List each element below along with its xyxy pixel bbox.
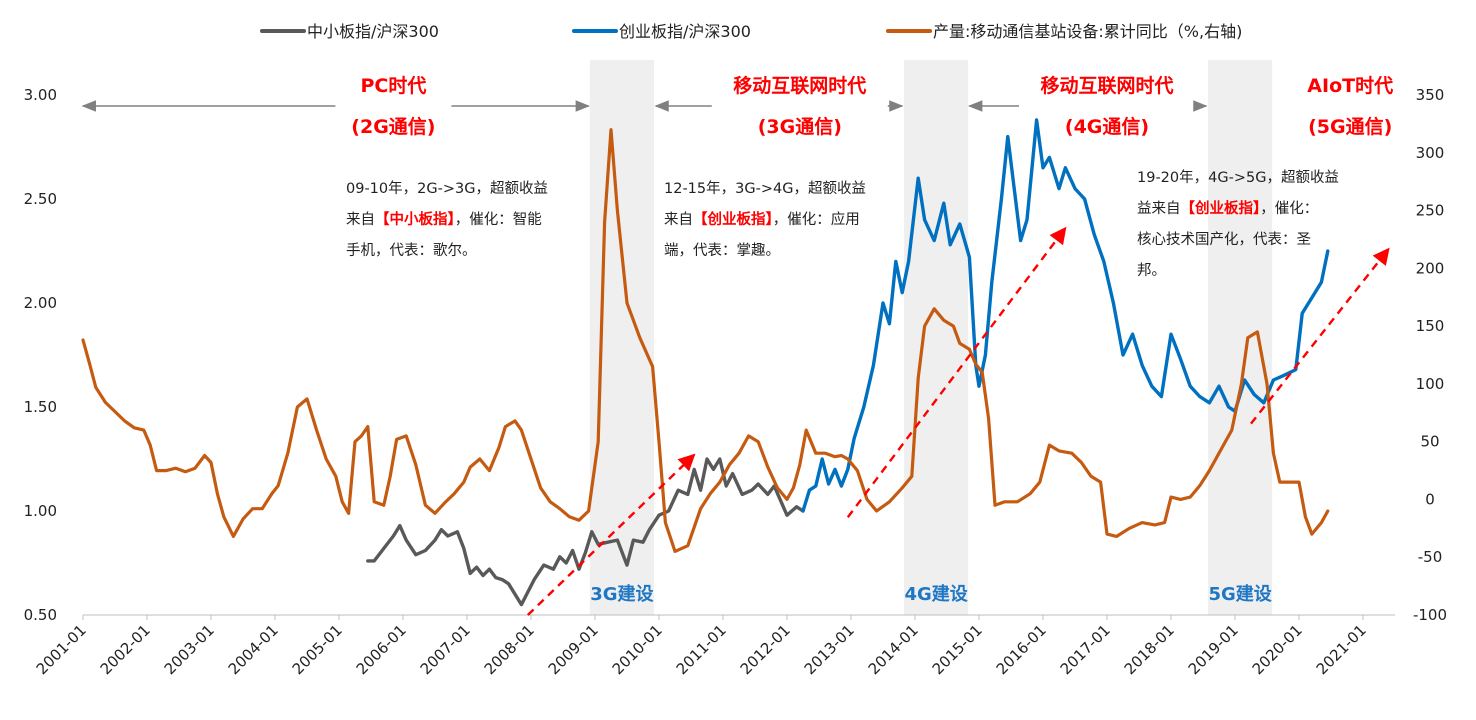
trend-arrow-2 <box>846 226 1067 518</box>
trend-arrow-3 <box>1250 247 1390 425</box>
x-tick-label-2004-01: 2004-01 <box>225 621 282 678</box>
y-right-tick-0: 0 <box>1425 490 1435 508</box>
build-period-band-3 <box>1208 60 1273 615</box>
series-line-1 <box>366 457 805 607</box>
x-tick-label-2021-01: 2021-01 <box>1313 621 1370 678</box>
build-period-label-3: 5G建设 <box>1208 583 1271 605</box>
era-title-3: 移动互联网时代 <box>1040 74 1173 97</box>
series-line-3 <box>81 128 1330 553</box>
x-tick-label-2007-01: 2007-01 <box>417 621 474 678</box>
era-subtitle-2: (3G通信) <box>758 115 842 138</box>
annotations: 09-10年，2G->3G，超额收益来自【中小板指】，催化：智能手机，代表：歌尔… <box>346 169 1339 279</box>
y-right-tick-200: 200 <box>1416 259 1445 277</box>
era-subtitle-3: (4G通信) <box>1065 115 1149 138</box>
annotation-text: 来自 <box>346 211 375 228</box>
annotation-1-line-3: 手机，代表：歌尔。 <box>346 242 477 259</box>
legend: 中小板指/沪深300 创业板指/沪深300 产量:移动通信基站设备:累计同比（%,右… <box>260 22 1242 41</box>
build-periods: 3G建设 4G建设 5G建设 <box>589 60 1273 615</box>
series-lines <box>81 118 1330 607</box>
annotation-text: ，催化： <box>1260 200 1318 217</box>
x-tick-label-2011-01: 2011-01 <box>673 621 730 678</box>
era-title-1: PC时代 <box>360 75 426 97</box>
x-tick-label-2008-01: 2008-01 <box>481 621 538 678</box>
x-tick-label-2019-01: 2019-01 <box>1185 621 1242 678</box>
x-tick-label-2012-01: 2012-01 <box>737 621 794 678</box>
annotation-text: 益来自 <box>1137 200 1181 217</box>
y-right-tick-250: 250 <box>1416 202 1445 220</box>
x-tick-label-2003-01: 2003-01 <box>161 621 218 678</box>
y-right-tick-100: 100 <box>1416 375 1445 393</box>
y-left-tick-1.50: 1.50 <box>24 398 57 416</box>
x-tick-label-2020-01: 2020-01 <box>1249 621 1306 678</box>
x-tick-label-2010-01: 2010-01 <box>609 621 666 678</box>
annotation-2-line-3: 端，代表：掌趣。 <box>664 242 780 259</box>
x-tick-label-2002-01: 2002-01 <box>97 621 154 678</box>
x-tick-label-2005-01: 2005-01 <box>289 621 346 678</box>
y-left-tick-0.50: 0.50 <box>24 606 57 624</box>
annotation-1-line-2: 来自【中小板指】，催化：智能 <box>346 210 542 228</box>
x-tick-label-2016-01: 2016-01 <box>993 621 1050 678</box>
era-title-2: 移动互联网时代 <box>733 74 866 97</box>
x-tick-label-2001-01: 2001-01 <box>33 621 90 678</box>
build-period-label-1: 3G建设 <box>590 583 653 605</box>
trend-arrows <box>526 226 1390 616</box>
legend-label-2: 创业板指/沪深300 <box>619 22 751 41</box>
y-right-tick-150: 150 <box>1416 317 1445 335</box>
x-tick-label-2009-01: 2009-01 <box>545 621 602 678</box>
annotation-2-line-1: 12-15年，3G->4G，超额收益 <box>664 180 866 197</box>
annotation-text: 邦。 <box>1137 262 1166 279</box>
annotation-highlight: 【创业板指】 <box>693 210 773 228</box>
annotation-3-line-3: 核心技术国产化，代表：圣 <box>1137 231 1311 248</box>
y-right-tick-300: 300 <box>1416 144 1445 162</box>
annotation-text: 12-15年，3G->4G，超额收益 <box>664 180 866 197</box>
era-subtitle-4: (5G通信) <box>1308 115 1392 138</box>
x-tick-label-2006-01: 2006-01 <box>353 621 410 678</box>
trend-arrow-1 <box>526 453 696 616</box>
x-tick-label-2015-01: 2015-01 <box>929 621 986 678</box>
annotation-1-line-1: 09-10年，2G->3G，超额收益 <box>346 180 548 197</box>
y-left-tick-3.00: 3.00 <box>24 86 57 104</box>
legend-label-3: 产量:移动通信基站设备:累计同比（%,右轴) <box>933 22 1242 41</box>
annotation-3-line-4: 邦。 <box>1137 262 1166 279</box>
annotation-text: 09-10年，2G->3G，超额收益 <box>346 180 548 197</box>
annotation-text: 手机，代表：歌尔。 <box>346 242 477 259</box>
build-period-label-2: 4G建设 <box>904 583 967 605</box>
y-left-tick-1.00: 1.00 <box>24 502 57 520</box>
y-right-tick-50: 50 <box>1420 433 1439 451</box>
annotation-highlight: 【创业板指】 <box>1181 199 1261 217</box>
annotation-highlight: 【中小板指】 <box>375 210 455 228</box>
y-right-tick-350: 350 <box>1416 86 1445 104</box>
era-subtitle-1: (2G通信) <box>351 115 435 138</box>
annotation-text: ，催化：应用 <box>773 210 860 228</box>
era-labels: PC时代 (2G通信) 移动互联网时代 (3G通信) 移动互联网时代 (4G通信) AIoT… <box>81 74 1393 138</box>
y-left-tick-2.50: 2.50 <box>24 190 57 208</box>
annotation-text: 19-20年，4G->5G，超额收益 <box>1137 169 1339 186</box>
annotation-3-line-1: 19-20年，4G->5G，超额收益 <box>1137 169 1339 186</box>
y-left-tick-2.00: 2.00 <box>24 294 57 312</box>
x-tick-label-2014-01: 2014-01 <box>865 621 922 678</box>
annotation-2-line-2: 来自【创业板指】，催化：应用 <box>664 210 860 228</box>
annotation-text: ，催化：智能 <box>455 211 542 228</box>
x-tick-label-2013-01: 2013-01 <box>801 621 858 678</box>
legend-label-1: 中小板指/沪深300 <box>307 22 439 41</box>
annotation-text: 端，代表：掌趣。 <box>664 242 780 259</box>
y-right-tick--100: -100 <box>1413 606 1447 624</box>
annotation-text: 核心技术国产化，代表：圣 <box>1137 231 1311 248</box>
x-tick-label-2017-01: 2017-01 <box>1057 621 1114 678</box>
y-right-tick--50: -50 <box>1418 548 1443 566</box>
build-period-band-1 <box>589 60 654 615</box>
x-tick-label-2018-01: 2018-01 <box>1121 621 1178 678</box>
annotation-3-line-2: 益来自【创业板指】，催化： <box>1137 199 1318 217</box>
annotation-text: 来自 <box>664 211 693 228</box>
era-title-4: AIoT时代 <box>1307 75 1393 97</box>
